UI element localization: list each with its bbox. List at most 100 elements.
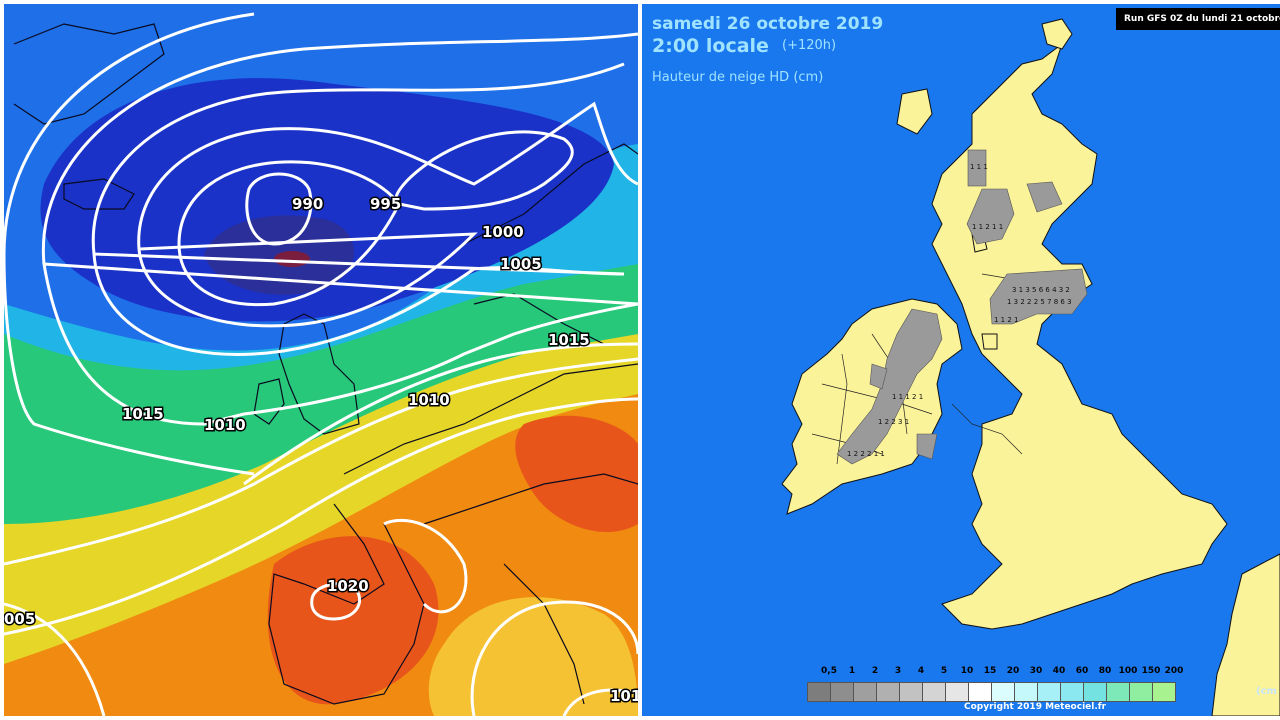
legend-swatch bbox=[899, 682, 923, 702]
snow-patch bbox=[966, 188, 1015, 245]
legend-swatch bbox=[1106, 682, 1130, 702]
parameter-title: Hauteur de neige HD (cm) bbox=[652, 70, 824, 85]
pressure-field-deep-blue bbox=[40, 78, 614, 322]
isobar-label: 1015 bbox=[548, 331, 590, 349]
isle-of-man bbox=[981, 333, 998, 350]
france-coast bbox=[1211, 553, 1280, 716]
isobar-label: 1010 bbox=[408, 391, 450, 409]
snow-value: 1 1 1 2 1 bbox=[892, 393, 923, 401]
greenland-coast bbox=[13, 23, 165, 125]
norway-coast bbox=[463, 143, 638, 245]
legend-swatch bbox=[1060, 682, 1084, 702]
legend-label: 10 bbox=[960, 666, 974, 676]
legend-swatch bbox=[1152, 682, 1176, 702]
pressure-chart: 990 995 1000 1005 1015 1010 1015 1010 10… bbox=[4, 4, 638, 716]
isobar-label: 1010 bbox=[204, 416, 246, 434]
legend-label: 3 bbox=[894, 666, 902, 676]
legend-label: 0,5 bbox=[821, 666, 837, 676]
great-britain bbox=[931, 42, 1228, 630]
snow-depth-map: 1 1 1 1 1 2 1 1 3 1 3 5 6 6 4 3 2 1 3 2 … bbox=[781, 18, 1280, 716]
snow-value: 1 1 2 1 1 bbox=[972, 223, 1003, 231]
snow-depth-panel: 1 1 1 1 1 2 1 1 3 1 3 5 6 6 4 3 2 1 3 2 … bbox=[642, 4, 1280, 716]
isobar-label: 995 bbox=[370, 195, 401, 213]
isobar-southeast bbox=[562, 688, 638, 716]
legend-swatch bbox=[945, 682, 969, 702]
forecast-date: samedi 26 octobre 2019 bbox=[652, 14, 884, 34]
land-masses bbox=[781, 18, 1280, 716]
isobar-1005 bbox=[91, 62, 625, 356]
isobar-label: 005 bbox=[4, 610, 35, 628]
legend-swatch bbox=[968, 682, 992, 702]
legend-label: 4 bbox=[917, 666, 925, 676]
ireland-coast bbox=[253, 378, 285, 425]
isobar-label: 1005 bbox=[500, 255, 542, 273]
snow-value: 1 2 2 2 1 1 bbox=[847, 450, 885, 458]
legend-color-scale bbox=[807, 682, 1176, 702]
isobar-atlantic-southwest bbox=[4, 602, 106, 716]
snow-patch bbox=[869, 363, 888, 390]
legend-label: 60 bbox=[1075, 666, 1089, 676]
iceland-coast bbox=[63, 178, 135, 210]
low-pressure-core bbox=[274, 251, 310, 267]
legend-label: 40 bbox=[1052, 666, 1066, 676]
isobar-label: 990 bbox=[292, 195, 323, 213]
isobar-label: 1000 bbox=[482, 223, 524, 241]
snow-value: 1 1 1 bbox=[970, 163, 988, 171]
outer-hebrides bbox=[896, 88, 933, 135]
legend-swatch bbox=[830, 682, 854, 702]
italy-coast bbox=[503, 563, 585, 705]
legend-swatch bbox=[807, 682, 831, 702]
legend-labels: 0,5 1 2 3 4 5 10 15 20 30 40 60 80 100 150 200 bbox=[807, 666, 1187, 678]
pressure-field-green bbox=[4, 264, 638, 544]
isobar-1020-iberia bbox=[310, 582, 362, 621]
central-europe-borders bbox=[423, 473, 638, 525]
pressure-field-mediterranean-high bbox=[428, 597, 638, 716]
snow-patch bbox=[989, 268, 1088, 325]
legend-swatch bbox=[1037, 682, 1061, 702]
snow-patch bbox=[916, 433, 938, 460]
copyright: Copyright 2019 Meteociel.fr bbox=[964, 702, 1107, 712]
isobar-1010-south bbox=[4, 357, 638, 566]
border-wales bbox=[951, 403, 1023, 455]
france-iberia-coast bbox=[268, 503, 425, 705]
isobar-label: 101 bbox=[610, 687, 638, 705]
snow-patch bbox=[1026, 181, 1063, 213]
legend-label: 200 bbox=[1164, 666, 1184, 676]
border-ireland-d bbox=[836, 353, 848, 465]
legend-swatch bbox=[922, 682, 946, 702]
isobar-1010 bbox=[41, 32, 638, 426]
pressure-field-central-europe-warm bbox=[515, 415, 638, 533]
isobar-990 bbox=[245, 172, 313, 246]
orkney bbox=[1041, 18, 1073, 50]
pressure-chart-panel: 990 995 1000 1005 1015 1010 1015 1010 10… bbox=[4, 4, 638, 716]
legend-swatch bbox=[1083, 682, 1107, 702]
snow-value: 1 1 2 1 bbox=[994, 316, 1019, 324]
isobar-labels: 990 995 1000 1005 1015 1010 1015 1010 10… bbox=[4, 194, 638, 707]
legend-label: 100 bbox=[1118, 666, 1138, 676]
snow-value: 1 3 2 2 2 5 7 8 6 3 bbox=[1007, 298, 1072, 306]
snow-value: 3 1 3 5 6 6 4 3 2 bbox=[1012, 286, 1070, 294]
legend-label: 5 bbox=[940, 666, 948, 676]
legend-swatch bbox=[853, 682, 877, 702]
legend-label: 15 bbox=[983, 666, 997, 676]
north-sea-coast bbox=[343, 363, 638, 475]
isobar-995 bbox=[177, 130, 574, 307]
forecast-step: (+120h) bbox=[782, 38, 837, 53]
isobar-1015-south bbox=[4, 397, 638, 636]
isobar-1015-west bbox=[4, 12, 255, 476]
isobars bbox=[4, 12, 638, 716]
legend-swatch bbox=[876, 682, 900, 702]
legend-label: 30 bbox=[1029, 666, 1043, 676]
legend-label: 80 bbox=[1098, 666, 1112, 676]
snow-value: 1 2 2 3 1 bbox=[878, 418, 909, 426]
forecast-time: 2:00 locale bbox=[652, 35, 769, 57]
legend-label: 2 bbox=[871, 666, 879, 676]
legend-unit: (cm bbox=[1256, 686, 1277, 697]
snow-value-labels: 1 1 1 1 1 2 1 1 3 1 3 5 6 6 4 3 2 1 3 2 … bbox=[847, 163, 1072, 458]
legend-swatch bbox=[991, 682, 1015, 702]
isobar-mediterranean-high bbox=[470, 600, 638, 716]
isobar-france bbox=[383, 518, 468, 614]
legend-label: 20 bbox=[1006, 666, 1020, 676]
isobar-1015-east bbox=[243, 342, 638, 486]
snow-patches bbox=[836, 149, 1088, 465]
